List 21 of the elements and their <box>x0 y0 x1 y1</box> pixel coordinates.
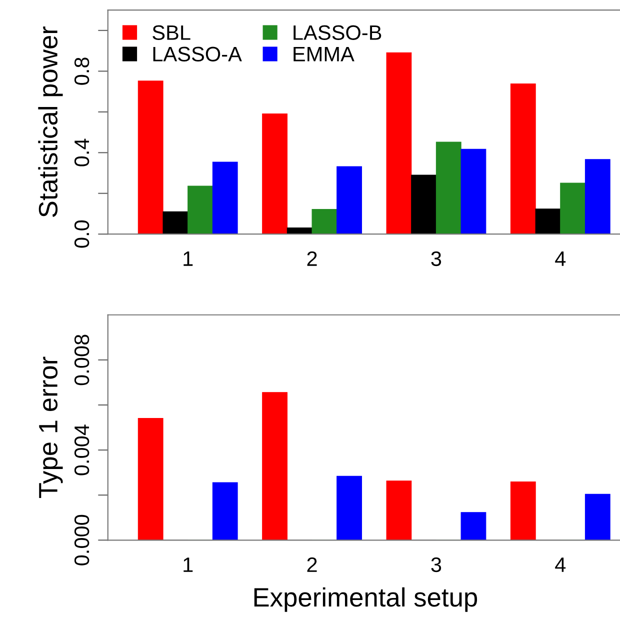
x-tick-label: 1 <box>184 252 193 266</box>
y-tick-label: 0.8 <box>74 58 90 85</box>
y-tick-label: 0.0 <box>74 220 90 248</box>
legend-label: EMMA <box>294 46 354 62</box>
x-tick-label: 3 <box>431 251 442 266</box>
y-axis-title: Type 1 error <box>39 356 63 498</box>
y-tick-label: 0.4 <box>74 138 90 166</box>
x-tick-label: 4 <box>555 558 566 572</box>
x-tick-label: 1 <box>184 558 193 572</box>
y-tick-label: 0.008 <box>74 334 90 386</box>
y-axis-title: Statistical power <box>38 26 63 217</box>
x-axis-title: Experimental setup <box>254 587 478 612</box>
x-tick-label: 2 <box>307 251 317 266</box>
y-tick-label: 0.000 <box>74 514 90 566</box>
legend-label: LASSO-B <box>294 25 382 40</box>
legend-label: SBL <box>152 25 190 40</box>
x-tick-label: 3 <box>431 557 442 572</box>
x-tick-label: 2 <box>307 557 317 572</box>
x-tick-label: 4 <box>555 252 566 266</box>
y-tick-label: 0.004 <box>74 424 90 476</box>
legend-label: LASSO-A <box>153 46 242 62</box>
